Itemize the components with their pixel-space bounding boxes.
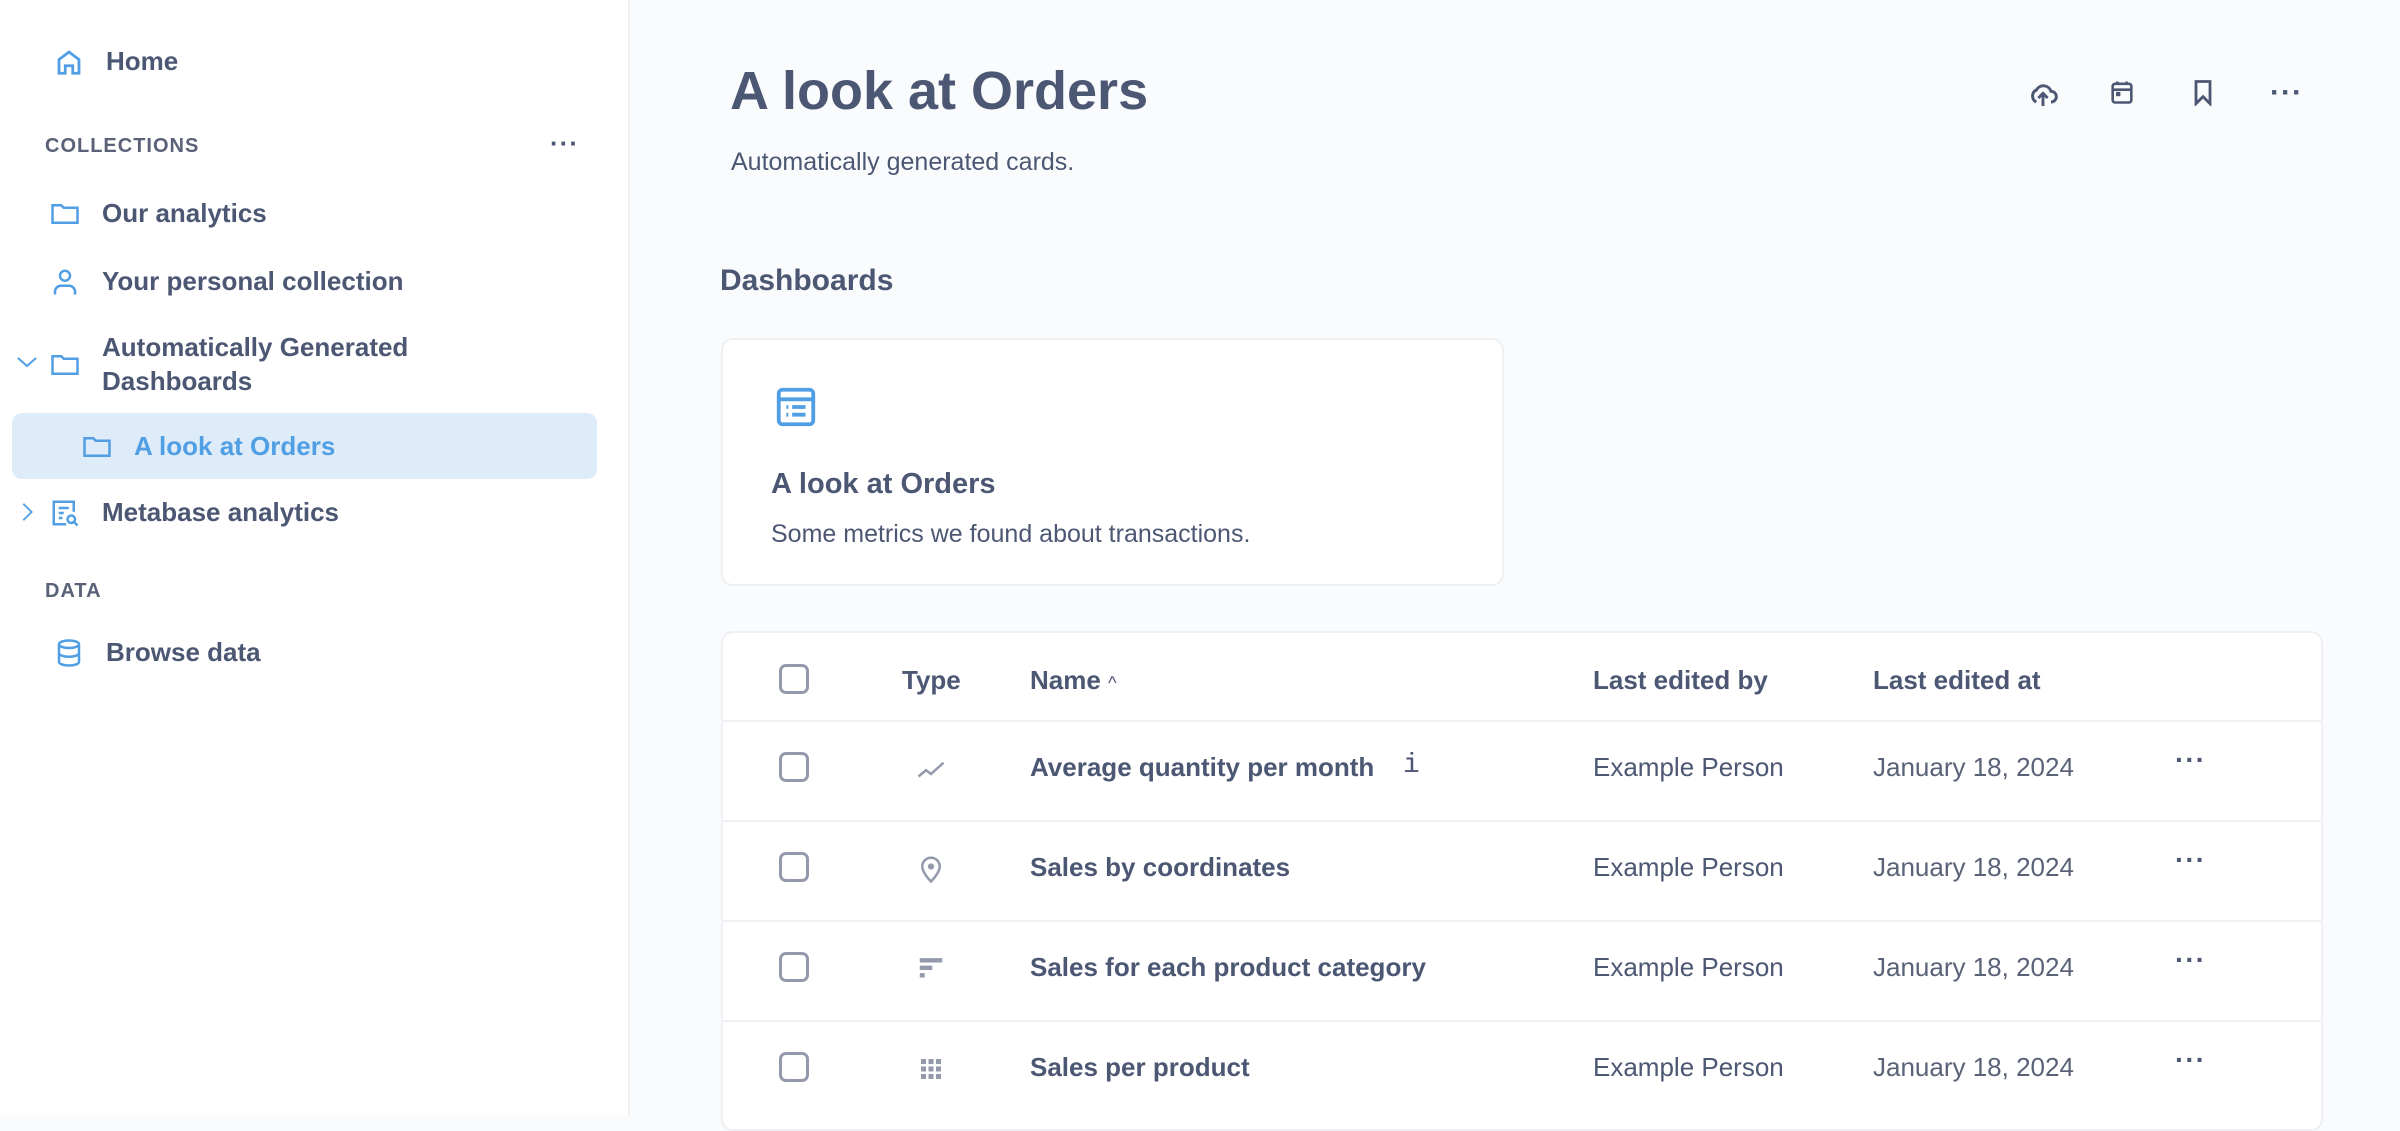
sidebar-item-label: A look at Orders	[134, 431, 336, 461]
sidebar-item-label: Metabase analytics	[102, 497, 340, 527]
sidebar: Home COLLECTIONS ··· Our analytics Your …	[0, 0, 630, 1115]
folder-icon	[51, 203, 79, 224]
more-options-button[interactable]: ···	[2270, 76, 2303, 109]
page-description: Automatically generated cards.	[731, 148, 1075, 176]
database-icon	[57, 638, 81, 667]
sidebar-item-label: Home	[106, 46, 179, 76]
row-last-edited-by: Example Person	[1593, 752, 1784, 782]
row-last-edited-at: January 18, 2024	[1873, 1052, 2074, 1082]
column-header-label: Name	[1030, 665, 1101, 695]
person-icon	[53, 269, 77, 294]
info-icon[interactable]: i	[1403, 750, 1420, 781]
table-row[interactable]: Sales by coordinates Example Person Janu…	[723, 820, 2321, 920]
bar-icon	[916, 954, 946, 984]
sidebar-item-browse-data[interactable]: Browse data	[54, 637, 261, 668]
dashboard-card-description: Some metrics we found about transactions…	[771, 520, 1251, 548]
row-checkbox[interactable]	[779, 752, 809, 782]
data-heading: DATA	[45, 580, 102, 602]
row-more-button[interactable]: ···	[2175, 944, 2206, 975]
calendar-icon[interactable]	[2108, 78, 2136, 110]
sidebar-item-our-analytics[interactable]: Our analytics	[50, 198, 267, 229]
grid-icon	[916, 1054, 946, 1084]
column-header-last-edited-by[interactable]: Last edited by	[1593, 665, 1768, 695]
column-header-last-edited-at[interactable]: Last edited at	[1873, 665, 2041, 695]
chevron-right-icon[interactable]	[16, 501, 38, 525]
table-row[interactable]: Sales per product Example Person January…	[723, 1020, 2321, 1120]
row-name[interactable]: Sales per product	[1030, 1052, 1250, 1082]
table-row[interactable]: Sales for each product category Example …	[723, 920, 2321, 1020]
column-header-name[interactable]: Name ^	[1030, 665, 1117, 696]
dashboards-heading: Dashboards	[720, 264, 894, 297]
sidebar-item-personal-collection[interactable]: Your personal collection	[50, 266, 403, 297]
row-checkbox[interactable]	[779, 952, 809, 982]
row-last-edited-at: January 18, 2024	[1873, 752, 2074, 782]
row-more-button[interactable]: ···	[2175, 844, 2206, 875]
row-last-edited-at: January 18, 2024	[1873, 852, 2074, 882]
sidebar-item-label: Automatically Generated Dashboards	[102, 332, 409, 396]
row-more-button[interactable]: ···	[2175, 1044, 2206, 1075]
sidebar-item-label: Your personal collection	[102, 266, 404, 296]
collections-more-button[interactable]: ···	[550, 128, 579, 158]
page-title: A look at Orders	[730, 61, 1149, 121]
row-name[interactable]: Average quantity per month	[1030, 752, 1375, 782]
dashboard-icon	[773, 384, 819, 430]
dashboard-card[interactable]: A look at Orders Some metrics we found a…	[721, 338, 1504, 586]
home-icon	[57, 49, 81, 75]
pin-icon	[916, 854, 946, 884]
select-all-checkbox[interactable]	[779, 664, 809, 694]
sidebar-item-home[interactable]: Home	[54, 46, 178, 77]
row-name[interactable]: Sales by coordinates	[1030, 852, 1291, 882]
row-last-edited-by: Example Person	[1593, 852, 1784, 882]
table-row[interactable]: Average quantity per month i Example Per…	[723, 720, 2321, 820]
sidebar-item-auto-dashboards[interactable]: Automatically Generated Dashboards	[50, 330, 470, 398]
audit-icon	[52, 500, 79, 526]
folder-icon	[51, 355, 79, 375]
sidebar-item-metabase-analytics[interactable]: Metabase analytics	[50, 497, 339, 528]
row-checkbox[interactable]	[779, 1052, 809, 1082]
folder-icon	[83, 436, 111, 457]
row-last-edited-at: January 18, 2024	[1873, 952, 2074, 982]
row-last-edited-by: Example Person	[1593, 952, 1784, 982]
row-checkbox[interactable]	[779, 852, 809, 882]
row-name[interactable]: Sales for each product category	[1030, 952, 1426, 982]
line-icon	[916, 754, 946, 784]
bookmark-icon[interactable]	[2189, 78, 2217, 110]
sort-ascending-icon: ^	[1108, 673, 1117, 693]
items-table: Type Name ^ Last edited by Last edited a…	[721, 631, 2323, 1131]
row-last-edited-by: Example Person	[1593, 1052, 1784, 1082]
upload-icon[interactable]	[2027, 78, 2059, 110]
dashboard-card-title: A look at Orders	[771, 468, 996, 500]
chevron-down-icon[interactable]	[15, 350, 39, 374]
sidebar-item-a-look-at-orders[interactable]: A look at Orders	[82, 431, 335, 462]
sidebar-item-label: Browse data	[106, 637, 261, 667]
sidebar-item-label: Our analytics	[102, 198, 267, 228]
column-header-type[interactable]: Type	[902, 665, 961, 695]
row-more-button[interactable]: ···	[2175, 744, 2206, 775]
collections-heading: COLLECTIONS	[45, 135, 200, 157]
